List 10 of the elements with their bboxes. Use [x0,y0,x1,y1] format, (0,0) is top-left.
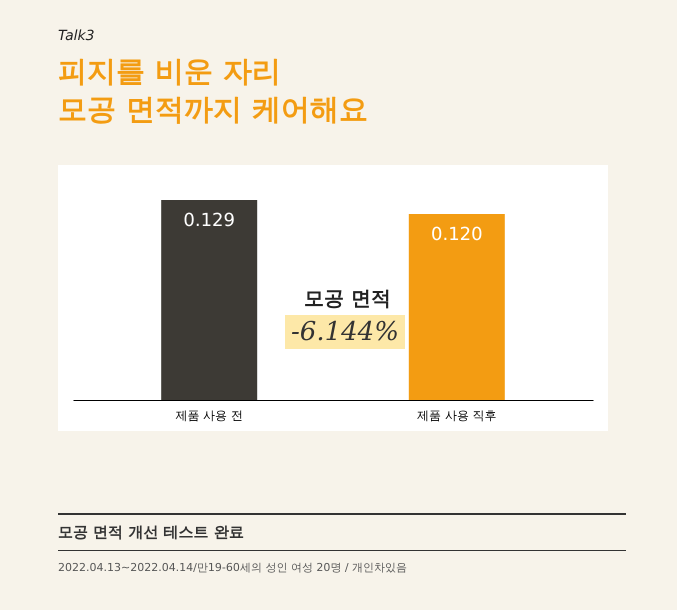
text: 2022.04.13~2022.04.14/만19-60세의 성인 여성 20명 / 개인차있음 [58,560,408,575]
annotation: -6.144% [285,315,405,349]
chart-subtitle: Talk3 [58,28,95,44]
x-tick-label: 제품 사용 직후 [416,408,497,422]
chart-title: 피지를 비운 자리 모공 면적까지 케어해요 [58,53,368,128]
data-label: 0.129 [183,210,235,231]
text: 모공 면적 개선 테스트 완료 [58,513,626,551]
x-tick-label: 제품 사용 전 [175,408,244,422]
data-label: 0.120 [431,224,483,245]
annotation: 모공 면적 [300,285,395,312]
